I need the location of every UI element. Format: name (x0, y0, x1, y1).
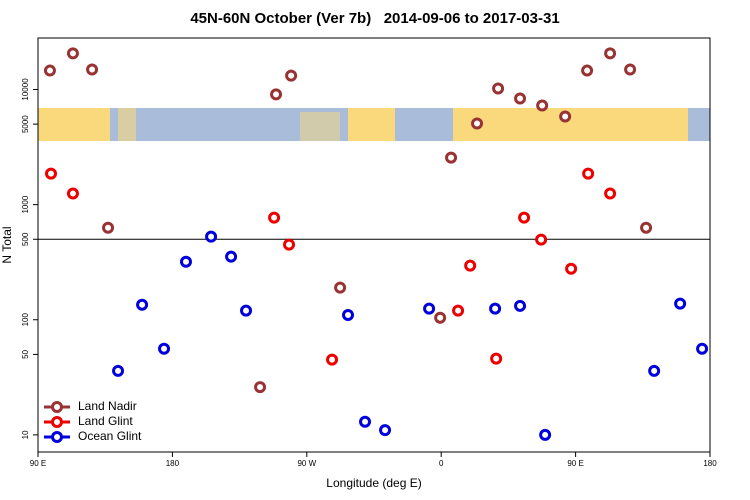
legend-label: Land Glint (78, 414, 133, 428)
data-point (342, 308, 355, 321)
data-point (492, 82, 505, 95)
map-land (118, 108, 136, 141)
chart-title: 45N-60N October (Ver 7b) 2014-09-06 to 2… (190, 10, 559, 27)
y-tick-label: 1000 (21, 195, 30, 213)
data-point (359, 415, 372, 428)
map-band (38, 108, 710, 141)
data-point (581, 64, 594, 77)
x-tick-label: 90 E (30, 459, 46, 468)
data-point (254, 381, 267, 394)
data-point (518, 211, 531, 224)
data-point (158, 342, 171, 355)
x-tick-label: 180 (703, 459, 717, 468)
data-point (434, 311, 447, 324)
data-point (268, 211, 281, 224)
data-point (604, 47, 617, 60)
y-tick-label: 10 (21, 430, 30, 439)
data-point (240, 304, 253, 317)
data-point (559, 110, 572, 123)
data-point (674, 297, 687, 310)
y-tick-label: 100 (21, 313, 30, 327)
plot-frame (37, 37, 711, 453)
data-point (514, 299, 527, 312)
data-point (452, 304, 465, 317)
legend-label: Ocean Glint (78, 429, 142, 443)
x-tick-label: 90 W (297, 459, 316, 468)
data-point (326, 353, 339, 366)
data-point (112, 364, 125, 377)
data-point (225, 250, 238, 263)
data-point (582, 167, 595, 180)
data-point (136, 298, 149, 311)
data-point (464, 259, 477, 272)
data-point (539, 428, 552, 441)
data-point (624, 63, 637, 76)
data-point (44, 167, 57, 180)
data-point (640, 221, 653, 234)
data-point (423, 302, 436, 315)
data-point (283, 238, 296, 251)
legend-marker (51, 401, 63, 413)
data-point (648, 364, 661, 377)
data-point (471, 117, 484, 130)
data-point (285, 69, 298, 82)
data-point (536, 99, 549, 112)
data-point (565, 262, 578, 275)
data-point (489, 302, 502, 315)
x-tick-label: 90 E (567, 459, 583, 468)
data-point (43, 64, 56, 77)
map-ocean (688, 108, 710, 141)
data-point (604, 187, 617, 200)
y-tick-label: 500 (21, 232, 30, 246)
x-tick-label: 0 (439, 459, 444, 468)
data-point (205, 230, 218, 243)
legend-marker (51, 431, 63, 443)
data-point (379, 424, 392, 437)
data-point (696, 342, 709, 355)
legend-label: Land Nadir (78, 399, 137, 413)
x-tick-label: 180 (166, 459, 180, 468)
data-point (334, 281, 347, 294)
data-point (179, 255, 192, 268)
y-tick-label: 50 (21, 349, 30, 358)
legend-marker (51, 416, 63, 428)
data-point (445, 151, 458, 164)
map-ocean (395, 108, 453, 141)
data-point (490, 352, 503, 365)
y-axis-label: N Total (0, 226, 14, 263)
y-tick-label: 5000 (21, 115, 30, 133)
data-point (102, 221, 115, 234)
data-point (86, 63, 99, 76)
map-land (300, 112, 340, 141)
data-point (514, 92, 527, 105)
data-point (66, 187, 79, 200)
y-tick-label: 10000 (21, 78, 30, 101)
data-point (66, 47, 79, 60)
x-axis-label: Longitude (deg E) (326, 476, 421, 490)
data-point (270, 88, 283, 101)
data-point (535, 233, 548, 246)
